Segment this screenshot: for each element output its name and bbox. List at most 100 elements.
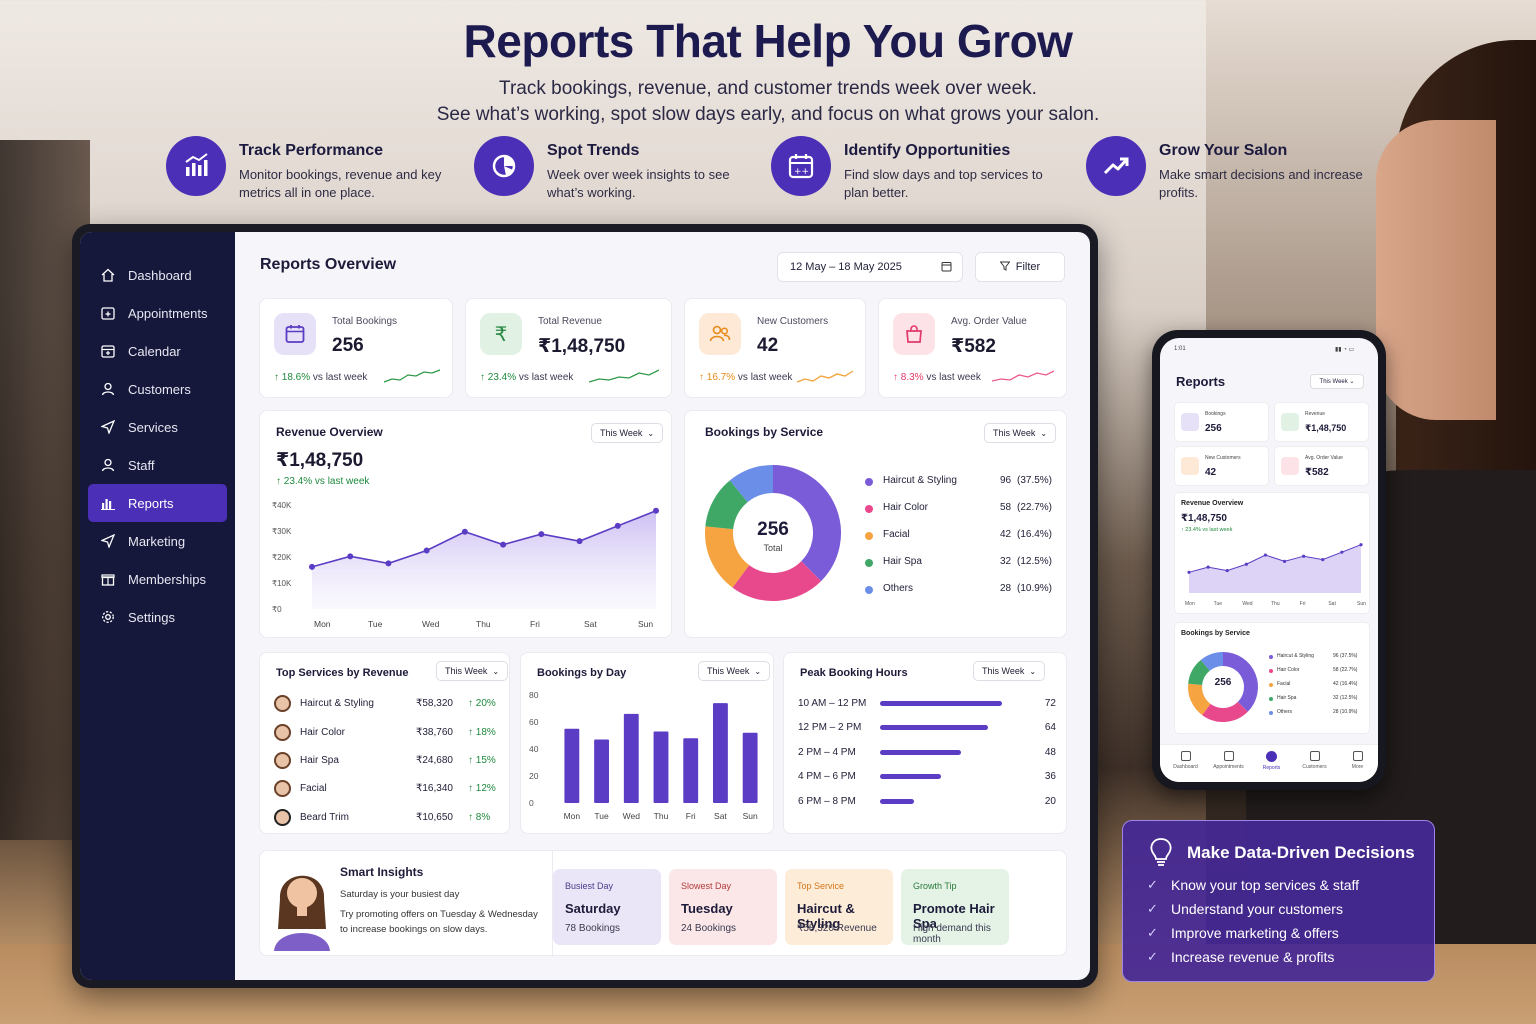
sidebar-item-label: Dashboard — [128, 267, 192, 283]
smart-insights-card: Smart Insights Saturday is your busiest … — [259, 850, 1067, 957]
donut-slice — [772, 465, 841, 582]
x-tick-label: Sat — [584, 619, 597, 629]
sidebar-item-memberships[interactable]: Memberships — [88, 560, 227, 598]
phone-donut-chart — [1188, 652, 1258, 722]
user-icon — [100, 381, 116, 397]
legend-value: 96 — [1000, 475, 1012, 486]
phone-kpi-label: Avg. Order Value — [1305, 455, 1343, 461]
filter-button[interactable]: Filter — [975, 252, 1065, 282]
sidebar-item-staff[interactable]: Staff — [88, 446, 227, 484]
legend-label: Haircut & Styling — [1277, 653, 1314, 659]
avatar — [274, 751, 291, 769]
period-dropdown[interactable]: This Week ⌄ — [984, 423, 1057, 443]
sidebar-item-label: Marketing — [128, 533, 186, 549]
phone-nav-item-dashboard[interactable]: Dashboard — [1164, 749, 1207, 770]
legend-item: Hair Spa 32 (12.5%) — [865, 556, 1055, 570]
legend-label: Facial — [1277, 681, 1291, 687]
phone-nav-item-customers[interactable]: Customers — [1293, 749, 1336, 770]
table-row[interactable]: Beard Trim ₹10,650 ↑ 8% — [274, 807, 500, 827]
sidebar-item-settings[interactable]: Settings — [88, 598, 227, 636]
donut-slice — [1200, 652, 1224, 672]
kpi-change: ↑ 23.4% vs last week — [480, 372, 573, 383]
person-face — [1376, 120, 1496, 420]
sidebar-item-calendar[interactable]: Calendar — [88, 332, 227, 370]
period-dropdown[interactable]: This Week ⌄ — [591, 423, 664, 443]
sidebar-item-services[interactable]: Services — [88, 408, 227, 446]
sidebar-item-label: Services — [128, 419, 178, 435]
signal-icon: ▮▮ ◔ ▭ — [1335, 347, 1355, 353]
hero-subtitle-line-1: Track bookings, revenue, and customer tr… — [499, 78, 1037, 99]
service-name: Hair Spa — [300, 754, 339, 766]
table-row[interactable]: Hair Color ₹38,760 ↑ 18% — [274, 722, 500, 742]
donut-slice — [732, 560, 822, 601]
table-row[interactable]: Hair Spa ₹24,680 ↑ 15% — [274, 750, 500, 770]
bar — [713, 703, 728, 803]
chevron-down-icon: ⌄ — [647, 428, 655, 438]
phone-nav-item-appointments[interactable]: Appointments — [1207, 749, 1250, 770]
card-title: Revenue Overview — [276, 425, 383, 439]
legend-swatch — [1269, 669, 1273, 673]
phone-revenue-chart: Mon Tue Wed Thu Fri Sat Sun — [1185, 543, 1366, 607]
sidebar-item-customers[interactable]: Customers — [88, 370, 227, 408]
phone-rev-change: ↑ 23.4% vs last week — [1181, 527, 1233, 533]
period-dropdown[interactable]: This Week ⌄ — [973, 661, 1046, 681]
kpi-label: Total Bookings — [332, 316, 398, 327]
sidebar-item-reports[interactable]: Reports — [88, 484, 227, 522]
legend-item: Haircut & Styling 96 (37.5%) — [865, 475, 1055, 489]
service-name: Beard Trim — [300, 811, 349, 823]
avatar — [274, 694, 291, 712]
sidebar-item-label: Calendar — [128, 343, 181, 359]
megaphone-icon — [100, 533, 116, 549]
gear-icon — [100, 609, 116, 625]
legend-item: Hair Color 58 (22.7%) — [865, 502, 1055, 516]
hour-label: 10 AM – 12 PM — [798, 697, 867, 709]
list-item: 4 PM – 6 PM 36 — [798, 769, 1058, 785]
phone-nav-label: Dashboard — [1173, 764, 1198, 770]
phone-nav-item-reports[interactable]: Reports — [1250, 749, 1293, 771]
tile-sub: ₹58,320 Revenue — [797, 923, 877, 934]
sidebar-item-appointments[interactable]: Appointments — [88, 294, 227, 332]
kpi-change-suffix: vs last week — [312, 372, 368, 383]
kpi-avg-order-value: Avg. Order Value ₹582 ↑ 8.3% vs last wee… — [878, 298, 1067, 398]
x-tick-label: Fri — [530, 619, 540, 629]
date-range-picker[interactable]: 12 May – 18 May 2025 — [777, 252, 963, 282]
legend-swatch — [1269, 697, 1273, 701]
legend-item: Others 28 (10.9%) — [865, 583, 1055, 597]
phone-rev-value: ₹1,48,750 — [1181, 513, 1227, 524]
insights-line-1: Saturday is your busiest day — [340, 889, 460, 900]
legend-value: 28 — [1000, 583, 1012, 594]
phone-nav-item-more[interactable]: More — [1336, 749, 1378, 770]
phone-donut-value: 256 — [1214, 677, 1232, 688]
callout-item-text: Understand your customers — [1171, 901, 1343, 917]
hour-bar — [880, 749, 961, 755]
hour-value: 48 — [1044, 746, 1056, 758]
phone-nav-label: Reports — [1262, 765, 1281, 771]
x-tick-label: Tue — [1214, 601, 1223, 607]
period-dropdown[interactable]: This Week ⌄ — [698, 661, 771, 681]
sidebar-item-dashboard[interactable]: Dashboard — [88, 256, 227, 294]
period-dropdown[interactable]: This Week ⌄ — [436, 661, 509, 681]
legend-label: Others — [1277, 709, 1293, 715]
legend-label: Hair Color — [883, 502, 929, 513]
phone-kpi-value: 256 — [1205, 423, 1222, 434]
date-range-value: 12 May – 18 May 2025 — [790, 261, 902, 273]
phone-kpi-aov: Avg. Order Value ₹582 — [1274, 446, 1369, 486]
home-icon — [100, 267, 116, 283]
chevron-down-icon: ⌄ — [754, 666, 762, 676]
phone-period-dropdown[interactable]: This Week ⌄ — [1310, 374, 1364, 389]
revenue-value: ₹1,48,750 — [276, 450, 364, 471]
tile-label: Top Service — [797, 881, 845, 891]
svg-text:++: ++ — [794, 167, 809, 177]
list-item: 12 PM – 2 PM 64 — [798, 720, 1058, 736]
table-row[interactable]: Haircut & Styling ₹58,320 ↑ 20% — [274, 693, 500, 713]
revenue-point — [538, 531, 545, 538]
sidebar-item-marketing[interactable]: Marketing — [88, 522, 227, 560]
phone-revenue-point — [1282, 559, 1287, 563]
legend-item: Hair Spa 32 (12.5%) — [1269, 695, 1367, 705]
donut-slice — [705, 526, 750, 588]
revenue-point — [576, 538, 583, 545]
table-row[interactable]: Facial ₹16,340 ↑ 12% — [274, 778, 500, 798]
calendar-icon — [1181, 413, 1199, 431]
tile-value: Haircut & Styling — [797, 901, 855, 931]
chevron-down-icon: ⌄ — [1040, 428, 1048, 438]
